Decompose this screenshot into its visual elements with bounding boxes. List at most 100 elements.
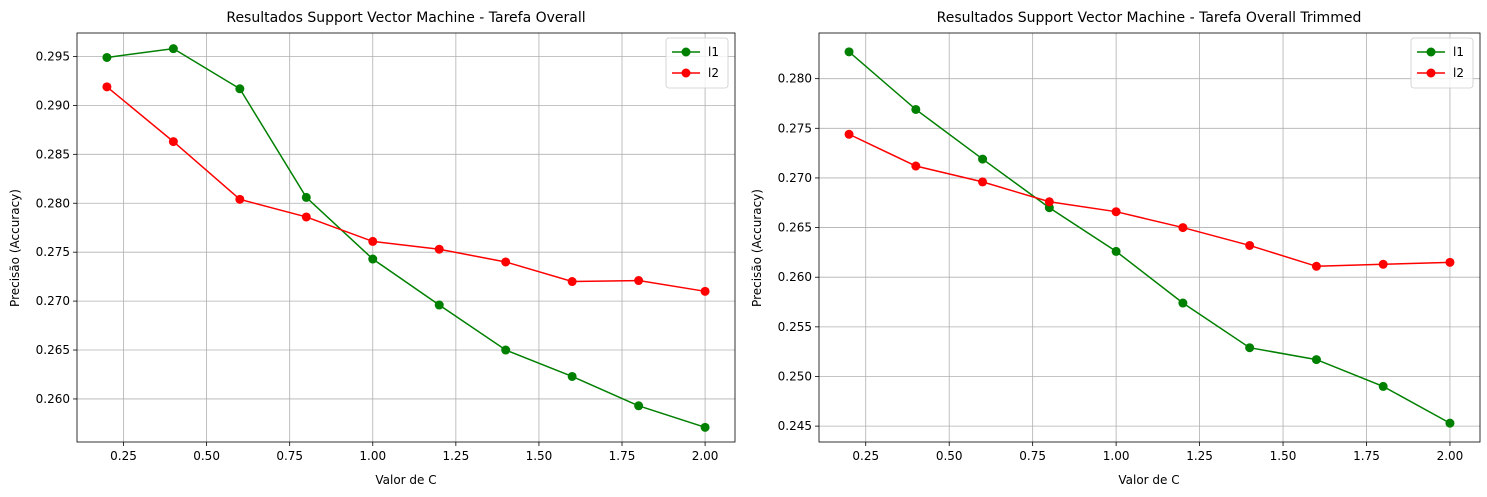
- legend-box: [1410, 37, 1474, 89]
- y-tick-label: 0.245: [778, 419, 812, 433]
- y-tick-label: 0.260: [778, 270, 812, 284]
- data-point-l2: [1111, 207, 1121, 217]
- x-tick-label: 0.50: [936, 449, 963, 463]
- data-point-l1: [301, 192, 311, 202]
- x-axis-label: Valor de C: [1118, 473, 1179, 487]
- data-point-l2: [978, 177, 988, 187]
- y-tick-label: 0.255: [778, 320, 812, 334]
- data-point-l1: [634, 401, 644, 411]
- data-point-l2: [1178, 223, 1188, 233]
- chart-title: Resultados Support Vector Machine - Tare…: [226, 10, 585, 26]
- data-point-l2: [368, 236, 378, 246]
- legend-marker-l2: [1426, 68, 1436, 78]
- data-point-l2: [434, 244, 444, 254]
- data-point-l1: [102, 52, 112, 62]
- data-point-l1: [567, 371, 577, 381]
- y-tick-label: 0.260: [36, 392, 70, 406]
- y-tick-label: 0.265: [778, 221, 812, 235]
- data-point-l1: [1445, 418, 1455, 428]
- data-point-l2: [501, 257, 511, 267]
- y-tick-label: 0.275: [778, 121, 812, 135]
- y-tick-label: 0.290: [36, 98, 70, 112]
- x-tick-label: 0.25: [110, 449, 137, 463]
- data-point-l2: [844, 129, 854, 139]
- data-point-l1: [434, 300, 444, 310]
- data-point-l1: [1178, 298, 1188, 308]
- plot-frame: [76, 32, 736, 443]
- data-point-l1: [168, 44, 178, 54]
- y-tick-label: 0.275: [36, 245, 70, 259]
- data-point-l2: [1378, 259, 1388, 269]
- series-line-l1: [848, 51, 1451, 424]
- x-tick-label: 1.25: [442, 449, 469, 463]
- y-tick-label: 0.285: [36, 147, 70, 161]
- y-axis-label: Precisão (Accuracy): [750, 189, 764, 307]
- legend-label-l2: l2: [708, 66, 719, 80]
- x-tick-label: 1.00: [359, 449, 386, 463]
- y-tick-label: 0.280: [36, 196, 70, 210]
- legend: l1 l2: [1410, 37, 1474, 89]
- y-tick-label: 0.250: [778, 369, 812, 383]
- legend-label-l1: l1: [1453, 45, 1464, 59]
- data-point-l2: [700, 286, 710, 296]
- data-point-l1: [1245, 343, 1255, 353]
- legend-label-l2: l2: [1453, 66, 1464, 80]
- data-point-l1: [911, 104, 921, 114]
- x-tick-label: 2.00: [692, 449, 719, 463]
- x-tick-label: 1.75: [1353, 449, 1380, 463]
- x-tick-label: 1.00: [1103, 449, 1130, 463]
- data-point-l1: [1378, 381, 1388, 391]
- legend-marker-l2: [681, 68, 691, 78]
- x-tick-label: 0.75: [1019, 449, 1046, 463]
- x-tick-label: 0.50: [193, 449, 220, 463]
- data-point-l2: [1445, 257, 1455, 267]
- data-point-l2: [567, 277, 577, 287]
- legend-marker-l1: [1426, 47, 1436, 57]
- x-tick-label: 1.50: [1270, 449, 1297, 463]
- x-tick-label: 1.25: [1186, 449, 1213, 463]
- y-tick-label: 0.270: [778, 171, 812, 185]
- x-tick-label: 1.75: [609, 449, 636, 463]
- data-point-l2: [102, 82, 112, 92]
- x-tick-label: 0.25: [852, 449, 879, 463]
- data-point-l1: [978, 154, 988, 164]
- data-point-l2: [235, 194, 245, 204]
- grid: [819, 33, 1480, 442]
- data-point-l2: [1044, 197, 1054, 207]
- data-point-l1: [501, 345, 511, 355]
- legend-marker-l1: [681, 47, 691, 57]
- data-point-l1: [368, 254, 378, 264]
- data-point-l2: [634, 276, 644, 286]
- data-point-l1: [1311, 355, 1321, 365]
- legend: l1 l2: [665, 37, 729, 89]
- data-point-l1: [1111, 246, 1121, 256]
- plot-frame: [818, 32, 1481, 443]
- data-point-l1: [700, 422, 710, 432]
- x-tick-label: 1.50: [526, 449, 553, 463]
- data-point-l2: [168, 137, 178, 147]
- data-point-l2: [301, 212, 311, 222]
- data-point-l2: [1311, 261, 1321, 271]
- x-axis-label: Valor de C: [375, 473, 436, 487]
- y-tick-label: 0.270: [36, 294, 70, 308]
- data-point-l1: [235, 84, 245, 94]
- chart-title: Resultados Support Vector Machine - Tare…: [937, 10, 1362, 26]
- x-tick-label: 0.75: [276, 449, 303, 463]
- series-line-l2: [848, 133, 1450, 268]
- series-line-l1: [106, 47, 706, 429]
- y-tick-label: 0.265: [36, 343, 70, 357]
- data-point-l2: [911, 161, 921, 171]
- y-tick-label: 0.280: [778, 72, 812, 86]
- chart-overall: Resultados Support Vector Machine - Tare…: [8, 10, 736, 487]
- y-tick-label: 0.295: [36, 49, 70, 63]
- data-point-l1: [844, 47, 854, 57]
- x-tick-label: 2.00: [1437, 449, 1464, 463]
- legend-box: [665, 37, 729, 89]
- series-line-l2: [106, 86, 706, 293]
- y-axis-label: Precisão (Accuracy): [8, 189, 22, 307]
- legend-label-l1: l1: [708, 45, 719, 59]
- data-point-l2: [1245, 240, 1255, 250]
- chart-overall-trimmed: Resultados Support Vector Machine - Tare…: [750, 10, 1481, 487]
